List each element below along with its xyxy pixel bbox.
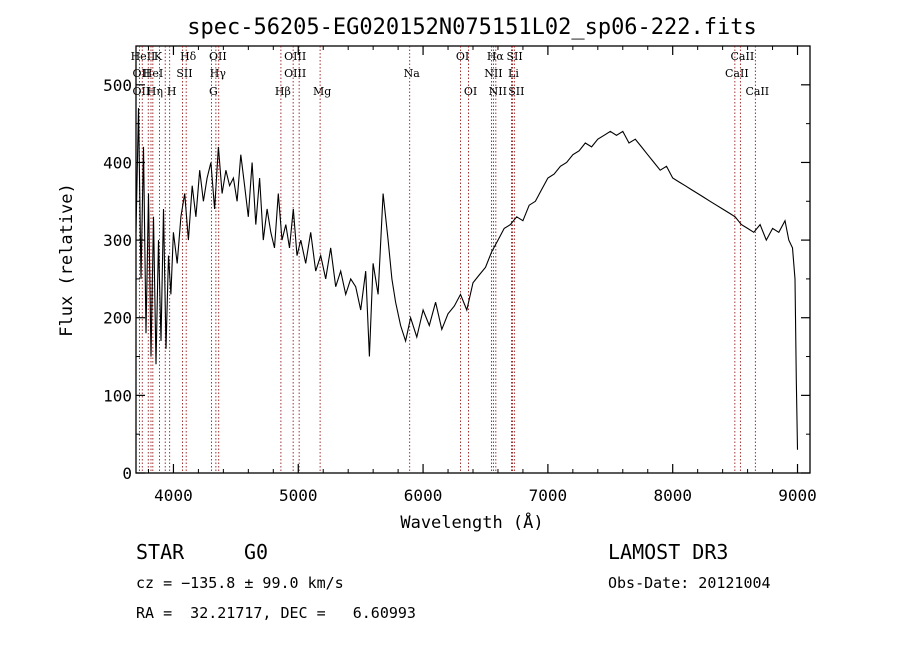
- coordinates: RA = 32.21717, DEC = 6.60993: [136, 604, 416, 622]
- survey-name: LAMOST DR3: [608, 540, 729, 564]
- line-label-24: OI: [464, 85, 477, 98]
- line-label-9: OII: [133, 67, 151, 80]
- line-label-19: Hη: [147, 85, 163, 98]
- x-tick-label-3: 7000: [529, 486, 568, 505]
- line-label-6: Hα: [487, 50, 505, 63]
- axis-ticks: 4000 5000 6000 7000 8000 9000 0 100 200 300 400 500: [103, 46, 817, 505]
- object-subclass: G0: [244, 540, 269, 564]
- x-axis-label: Wavelength (Å): [400, 511, 543, 533]
- line-label-12: Hγ: [210, 67, 227, 80]
- y-tick-label-3: 300: [103, 231, 132, 250]
- y-tick-label-4: 400: [103, 153, 132, 172]
- line-label-2: Hδ: [180, 50, 197, 63]
- y-tick-label-0: 0: [122, 464, 132, 483]
- chart-title: spec-56205-EG020152N075151L02_sp06-222.f…: [187, 15, 757, 40]
- x-tick-label-2: 6000: [404, 486, 443, 505]
- line-label-20: H: [167, 85, 177, 98]
- line-label-5: OI: [456, 50, 469, 63]
- x-tick-label-4: 8000: [653, 486, 692, 505]
- y-tick-label-5: 500: [103, 76, 132, 95]
- observation-date: Obs-Date: 20121004: [608, 574, 771, 592]
- line-label-23: Mg: [313, 85, 331, 98]
- line-label-16: Li: [508, 67, 519, 80]
- y-tick-label-2: 200: [103, 309, 132, 328]
- line-label-27: CaII: [745, 85, 769, 98]
- line-label-0: HeII: [131, 50, 156, 63]
- line-label-14: Na: [404, 67, 421, 80]
- line-label-17: CaII: [725, 67, 749, 80]
- line-label-18: OII: [133, 85, 151, 98]
- line-label-7: SII: [506, 50, 522, 63]
- line-label-8: CaII: [731, 50, 755, 63]
- x-tick-label-5: 9000: [778, 486, 817, 505]
- line-label-26: SII: [508, 85, 524, 98]
- plot-frame: [135, 45, 811, 474]
- line-label-21: G: [209, 85, 218, 98]
- x-tick-label-0: 4000: [154, 486, 193, 505]
- redshift-cz: cz = −135.8 ± 99.0 km/s: [136, 574, 344, 592]
- y-tick-label-1: 100: [103, 386, 132, 405]
- object-class: STAR: [136, 540, 185, 564]
- line-label-4: OIII: [284, 50, 306, 63]
- line-label-3: OII: [209, 50, 227, 63]
- line-label-11: SII: [176, 67, 192, 80]
- line-label-15: NII: [484, 67, 502, 80]
- spectral-line-markers: [138, 46, 756, 473]
- line-label-25: NII: [489, 85, 507, 98]
- x-tick-label-1: 5000: [279, 486, 318, 505]
- y-axis-label: Flux (relative): [57, 183, 77, 337]
- line-label-22: Hβ: [275, 85, 291, 98]
- line-label-1: K: [154, 50, 163, 63]
- line-label-10: HeI: [143, 67, 163, 80]
- spectrum-line: [135, 108, 799, 450]
- line-label-13: OIII: [284, 67, 306, 80]
